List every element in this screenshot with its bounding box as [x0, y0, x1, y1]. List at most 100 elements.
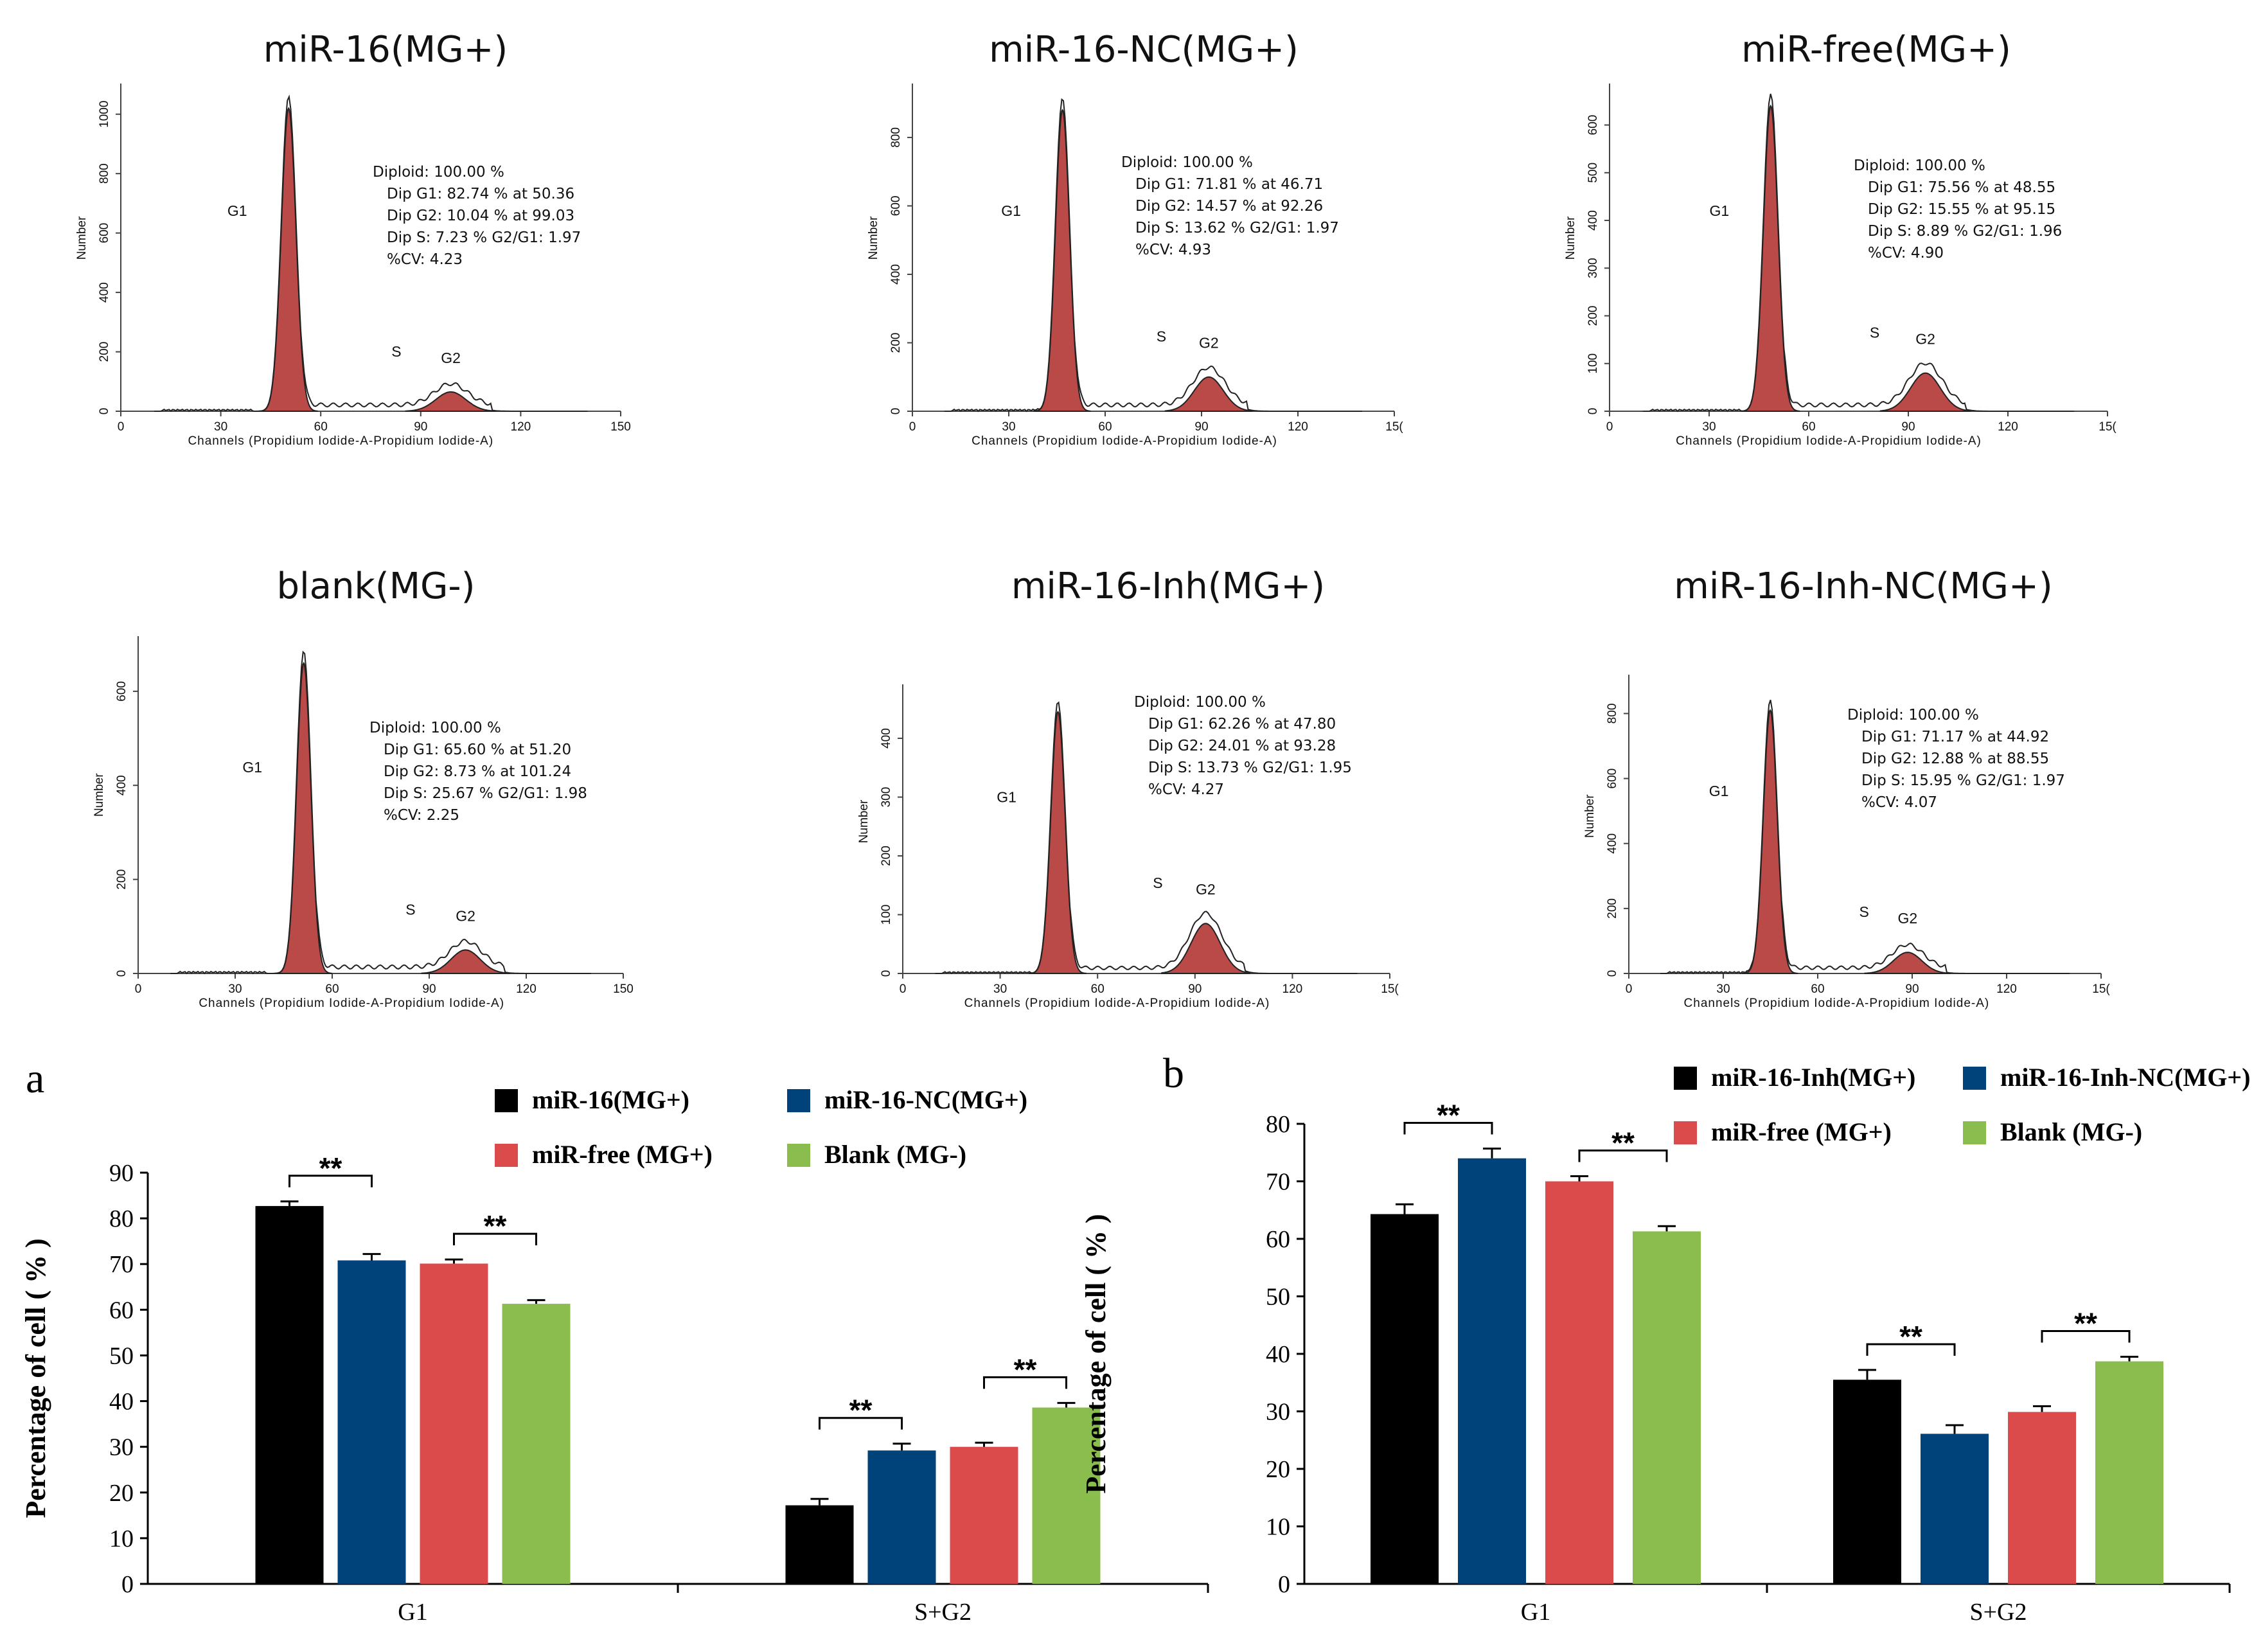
y-tick-label: 300 — [880, 787, 893, 808]
significance-bracket — [1403, 1121, 1493, 1135]
y-tick-label: 400 — [98, 282, 111, 303]
legend-label: miR-16-NC(MG+) — [824, 1085, 1027, 1114]
x-tick-label: 60 — [325, 982, 339, 996]
significance-bracket — [819, 1417, 903, 1430]
y-tick-label: 50 — [1266, 1284, 1290, 1311]
category-label: S+G2 — [914, 1599, 972, 1626]
stat-diploid: Diploid: 100.00 % — [373, 164, 504, 181]
significance-marker: ** — [1014, 1353, 1037, 1386]
x-tick-label: 90 — [422, 982, 436, 996]
stat-g2: Dip G2: 12.88 % at 88.55 — [1861, 751, 2049, 767]
significance-marker: ** — [1437, 1098, 1460, 1132]
s-label: S — [391, 343, 401, 360]
y-axis-label: Number — [75, 216, 89, 260]
y-tick-label: 0 — [115, 970, 129, 977]
y-axis-label: Number — [1564, 216, 1577, 260]
x-tick-label: 120 — [1996, 982, 2017, 996]
y-tick-label: 600 — [98, 223, 111, 244]
histogram-title: miR-free(MG+) — [1741, 29, 2011, 71]
x-tick-label: 60 — [1802, 420, 1815, 434]
x-tick-label: 90 — [1901, 420, 1915, 434]
s-label: S — [405, 901, 415, 918]
s-label: S — [1870, 324, 1879, 341]
stat-cv: %CV: 4.07 — [1861, 794, 1937, 811]
x-tick-label: 15( — [1385, 420, 1403, 434]
y-tick-label: 600 — [1606, 768, 1619, 789]
x-tick-label: 60 — [1098, 420, 1112, 434]
x-tick-label: 30 — [1716, 982, 1730, 996]
legend-swatch — [495, 1089, 518, 1112]
stat-g2: Dip G2: 14.57 % at 92.26 — [1135, 198, 1323, 215]
bar — [785, 1505, 854, 1584]
x-axis-label: Channels (Propidium Iodide-A-Propidium I… — [1676, 434, 1982, 448]
y-tick-label: 400 — [1606, 833, 1619, 854]
y-tick-label: 600 — [115, 681, 129, 702]
histogram-panel-1: miR-16(MG+) 0 30 60 90 120 150 Channels (Propid… — [75, 29, 631, 448]
x-tick-label: 90 — [1905, 982, 1919, 996]
g1-label: G1 — [227, 202, 247, 219]
x-axis-label: Channels (Propidium Iodide-A-Propidium I… — [1684, 997, 1990, 1010]
significance-marker: ** — [484, 1209, 507, 1243]
stat-g1: Dip G1: 71.17 % at 44.92 — [1861, 729, 2049, 745]
y-axis-label: Percentage of cell ( % ) — [1080, 1214, 1112, 1493]
stat-s: Dip S: 13.73 % G2/G1: 1.95 — [1148, 759, 1352, 776]
legend-swatch — [1674, 1067, 1697, 1090]
g1-peak — [1028, 710, 1087, 974]
stat-g2: Dip G2: 24.01 % at 93.28 — [1148, 738, 1336, 754]
g2-peak — [405, 391, 497, 412]
g2-peak — [1161, 923, 1250, 974]
x-tick-label: 0 — [1626, 982, 1633, 996]
stat-diploid: Diploid: 100.00 % — [1847, 707, 1979, 724]
x-axis-label: Channels (Propidium Iodide-A-Propidium I… — [972, 434, 1277, 448]
g2-label: G2 — [1199, 335, 1219, 351]
bar — [867, 1450, 936, 1584]
bar — [1545, 1181, 1613, 1584]
s-label: S — [1859, 903, 1869, 920]
category-label: G1 — [1521, 1599, 1550, 1626]
significance-bracket — [1866, 1343, 1956, 1356]
y-tick-label: 800 — [1606, 704, 1619, 724]
raw-histogram-trace — [1660, 699, 2070, 975]
y-axis-label: Number — [857, 799, 871, 843]
raw-histogram-trace — [945, 98, 1362, 413]
x-axis-label: Channels (Propidium Iodide-A-Propidium I… — [964, 997, 1270, 1010]
y-tick-label: 100 — [880, 905, 893, 925]
y-tick-label: 800 — [889, 127, 903, 148]
bar — [420, 1263, 488, 1584]
histogram-panel-2: miR-16-NC(MG+) 0 30 60 90 120 15(Channels (Pro… — [867, 29, 1403, 448]
y-tick-label: 0 — [1278, 1571, 1290, 1598]
y-tick-label: 0 — [121, 1571, 134, 1598]
stat-g2: Dip G2: 15.55 % at 95.15 — [1868, 201, 2055, 218]
bar-chart-b: b 0 10 20 30 40 50 60 70 80 Percentage of cell ( %… — [1080, 1050, 2250, 1626]
x-tick-label: 0 — [1606, 420, 1613, 434]
g1-peak — [1741, 104, 1800, 412]
y-tick-label: 600 — [889, 196, 903, 217]
raw-histogram-trace — [1642, 93, 2075, 413]
legend-swatch — [1674, 1121, 1697, 1144]
significance-marker: ** — [319, 1151, 342, 1185]
g1-label: G1 — [1709, 202, 1729, 219]
bar — [1032, 1407, 1101, 1584]
y-tick-label: 0 — [1586, 408, 1600, 415]
histogram-panel-5: miR-16-Inh(MG+) 0 30 60 90 120 15(Channels (Pr… — [857, 565, 1399, 1010]
x-tick-label: 120 — [1288, 420, 1308, 434]
significance-marker: ** — [1611, 1126, 1635, 1159]
x-tick-label: 120 — [516, 982, 537, 996]
g1-peak — [274, 661, 333, 974]
raw-histogram-trace — [154, 94, 588, 413]
histogram-panel-3: miR-free(MG+) 0 30 60 90 120 15(Channels (Prop… — [1564, 29, 2117, 448]
y-tick-label: 70 — [1266, 1169, 1290, 1196]
stat-cv: %CV: 2.25 — [384, 807, 459, 824]
g2-label: G2 — [1196, 881, 1216, 898]
bar — [2095, 1361, 2163, 1584]
stat-s: Dip S: 13.62 % G2/G1: 1.97 — [1135, 220, 1339, 236]
x-tick-label: 15( — [1381, 982, 1399, 996]
y-tick-label: 10 — [1266, 1514, 1290, 1541]
legend-label: miR-free (MG+) — [1711, 1117, 1892, 1146]
y-tick-label: 80 — [109, 1205, 134, 1232]
bar — [2008, 1412, 2076, 1584]
y-tick-label: 30 — [1266, 1399, 1290, 1426]
significance-bracket — [983, 1376, 1067, 1389]
bar — [1921, 1434, 1989, 1584]
